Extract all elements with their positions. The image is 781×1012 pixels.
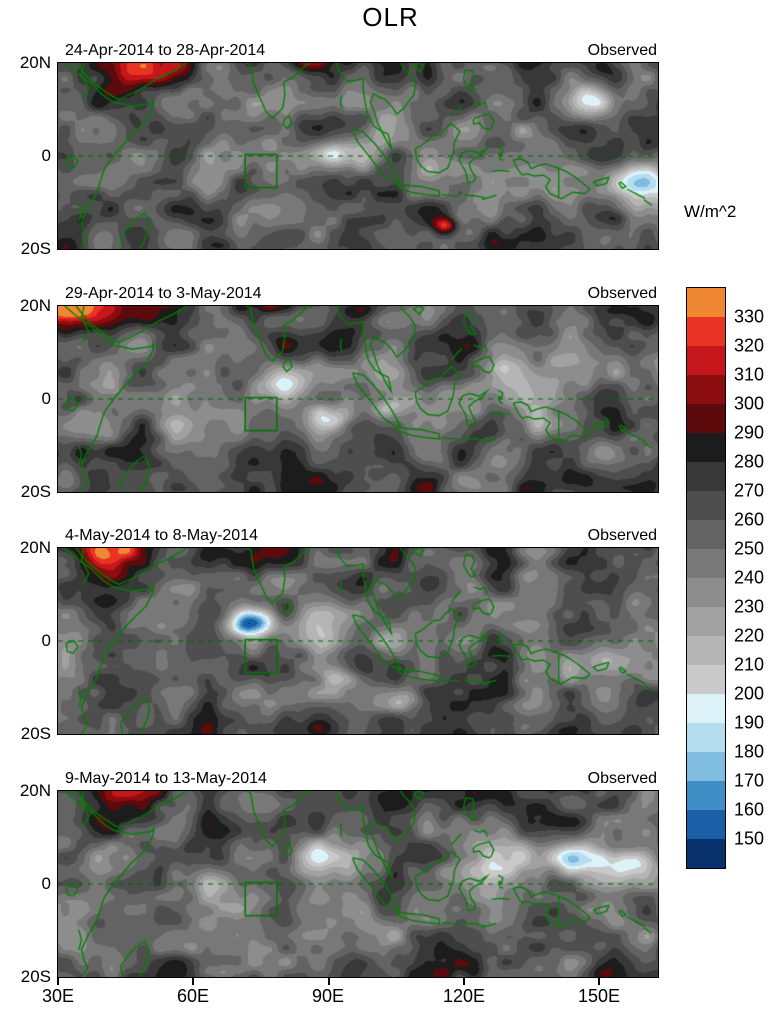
panel-2-ytick-20s: 20S <box>20 482 51 501</box>
panel-2-map-canvas <box>58 306 658 492</box>
x-axis-tick <box>57 978 59 985</box>
colorbar-units-label: W/m^2 <box>684 202 737 221</box>
panel-4: 9-May-2014 to 13-May-2014 Observed 20N 0… <box>0 764 781 986</box>
colorbar-tick-label: 240 <box>734 567 765 588</box>
colorbar-cell <box>687 288 725 317</box>
panel-2: 29-Apr-2014 to 3-May-2014 Observed 20N 0… <box>0 279 781 501</box>
x-axis-tick <box>192 978 195 985</box>
colorbar-cell <box>687 462 725 491</box>
panel-4-ytick-20n: 20N <box>19 781 51 800</box>
panel-2-date-range: 29-Apr-2014 to 3-May-2014 <box>65 285 262 302</box>
colorbar-cell <box>687 491 725 520</box>
panel-4-map-canvas <box>58 791 658 977</box>
panel-2-header: 29-Apr-2014 to 3-May-2014 Observed <box>57 279 659 305</box>
colorbar-tick-label: 320 <box>734 335 765 356</box>
x-axis-tick <box>327 978 330 985</box>
panel-3-ytick-20n: 20N <box>19 538 51 557</box>
x-axis-tick <box>598 978 601 985</box>
colorbar-cell <box>687 404 725 433</box>
x-axis-label-90e: 90E <box>311 986 345 1006</box>
colorbar-tick-label: 190 <box>734 712 765 733</box>
colorbar-cell <box>687 520 725 549</box>
panel-2-ytick-eq: 0 <box>41 389 51 408</box>
x-axis-label-120e: 120E <box>442 986 486 1006</box>
panel-2-ytick-20n: 20N <box>19 296 51 315</box>
colorbar-tick-label: 180 <box>734 741 765 762</box>
panel-3-ytick-eq: 0 <box>41 631 51 650</box>
colorbar-tick-label: 150 <box>734 828 765 849</box>
colorbar-cell <box>687 433 725 462</box>
colorbar-cell <box>687 375 725 404</box>
colorbar-cell <box>687 549 725 578</box>
colorbar-tick-label: 310 <box>734 364 765 385</box>
colorbar-tick-label: 270 <box>734 480 765 501</box>
colorbar-tick-label: 170 <box>734 770 765 791</box>
panel-1-source-label: Observed <box>587 42 657 59</box>
panel-4-date-range: 9-May-2014 to 13-May-2014 <box>65 770 267 787</box>
colorbar-cell <box>687 694 725 723</box>
panel-4-plot: 20N 0 20S <box>20 782 659 986</box>
colorbar-tick-label: 200 <box>734 683 765 704</box>
colorbar-tick-label: 290 <box>734 422 765 443</box>
colorbar-cell <box>687 636 725 665</box>
colorbar-cell <box>687 578 725 607</box>
panel-2-plot: 20N 0 20S <box>20 297 659 501</box>
colorbar-cell <box>687 346 725 375</box>
panel-1-ytick-20n: 20N <box>19 53 51 72</box>
colorbar-tick-label: 250 <box>734 538 765 559</box>
panel-3: 4-May-2014 to 8-May-2014 Observed 20N 0 … <box>0 521 781 743</box>
figure-title: OLR <box>362 2 419 32</box>
colorbar-cell <box>687 607 725 636</box>
panel-1-header: 24-Apr-2014 to 28-Apr-2014 Observed <box>57 36 659 62</box>
colorbar-cell <box>687 665 725 694</box>
colorbar-cell <box>687 810 725 839</box>
x-axis-label-30e: 30E <box>41 986 75 1006</box>
panel-1-date-range: 24-Apr-2014 to 28-Apr-2014 <box>65 42 266 59</box>
panel-2-source-label: Observed <box>587 285 657 302</box>
colorbar-tick-label: 280 <box>734 451 765 472</box>
panel-3-ytick-20s: 20S <box>20 724 51 743</box>
panel-4-header: 9-May-2014 to 13-May-2014 Observed <box>57 764 659 790</box>
panel-3-plot: 20N 0 20S <box>20 539 659 743</box>
panel-3-header: 4-May-2014 to 8-May-2014 Observed <box>57 521 659 547</box>
colorbar-tick-label: 300 <box>734 393 765 414</box>
panel-3-map-canvas <box>58 548 658 734</box>
panel-1-ytick-20s: 20S <box>20 239 51 258</box>
panel-4-ytick-eq: 0 <box>41 874 51 893</box>
colorbar-cell <box>687 752 725 781</box>
colorbar-cell <box>687 317 725 346</box>
panel-1-plot: 20N 0 20S <box>20 54 659 258</box>
x-axis-label-60e: 60E <box>176 986 210 1006</box>
panel-3-source-label: Observed <box>587 527 657 544</box>
panel-1-ytick-eq: 0 <box>41 146 51 165</box>
colorbar-cell <box>687 781 725 810</box>
colorbar-tick-label: 220 <box>734 625 765 646</box>
colorbar-tick-label: 260 <box>734 509 765 530</box>
panel-4-source-label: Observed <box>587 770 657 787</box>
panel-1: 24-Apr-2014 to 28-Apr-2014 Observed 20N … <box>0 36 781 258</box>
panel-1-map-canvas <box>58 63 658 249</box>
panel-3-date-range: 4-May-2014 to 8-May-2014 <box>65 527 258 544</box>
colorbar-tick-label: 210 <box>734 654 765 675</box>
colorbar-cell <box>687 723 725 752</box>
x-axis-tick <box>463 978 465 985</box>
colorbar-tick-label: 330 <box>734 306 765 327</box>
panel-4-ytick-20s: 20S <box>20 967 51 986</box>
x-axis-label-150e: 150E <box>577 986 621 1006</box>
colorbar-cells <box>686 287 726 869</box>
colorbar-cell <box>687 839 725 868</box>
colorbar-tick-label: 160 <box>734 799 765 820</box>
colorbar-tick-label: 230 <box>734 596 765 617</box>
